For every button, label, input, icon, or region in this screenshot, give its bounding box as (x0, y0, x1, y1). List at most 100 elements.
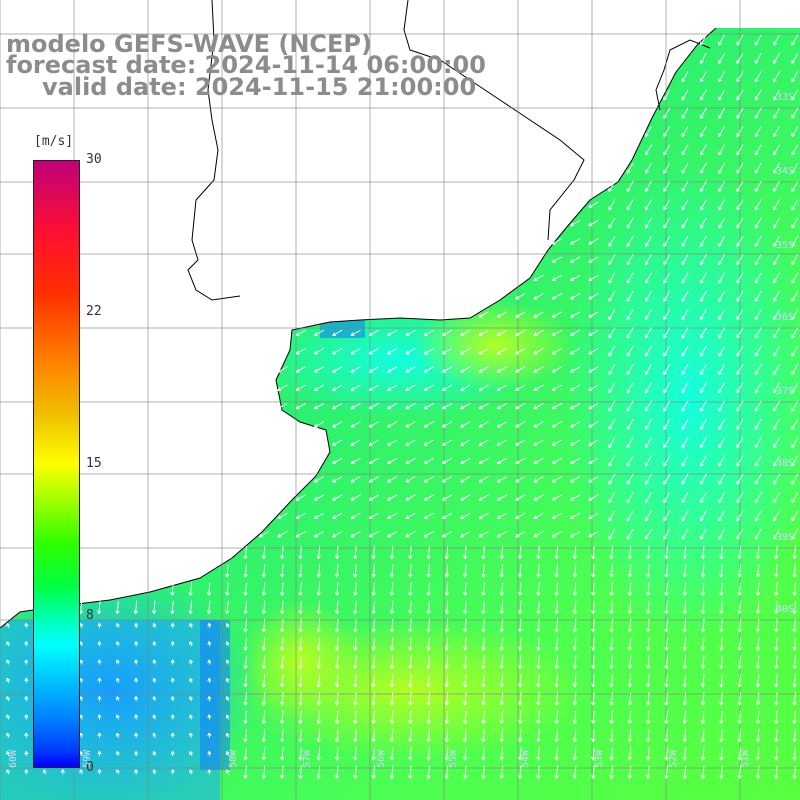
wind-arrow (481, 655, 486, 669)
colorbar (33, 160, 80, 768)
wind-arrow (313, 366, 325, 373)
wind-arrow (663, 437, 671, 449)
wind-arrow (773, 34, 780, 46)
wind-arrow (718, 400, 726, 412)
wind-arrow (243, 692, 248, 706)
wind-arrow (754, 180, 762, 192)
wind-arrow (718, 235, 726, 247)
wind-arrow (699, 400, 707, 412)
latitude-label: 37S (776, 386, 795, 397)
wind-arrow (261, 564, 266, 578)
wind-arrow (334, 692, 340, 706)
wind-arrow (225, 732, 230, 738)
wind-arrow (350, 531, 361, 538)
wind-arrow (754, 400, 762, 412)
wind-arrow (736, 52, 744, 64)
wind-arrow (298, 710, 303, 724)
wind-arrow (773, 71, 780, 83)
wind-arrow (608, 180, 616, 192)
wind-arrow (460, 476, 471, 483)
wind-arrow (405, 384, 416, 391)
wind-arrow (316, 582, 321, 596)
wind-arrow (792, 692, 797, 706)
wind-arrow (609, 710, 614, 724)
wind-arrow (533, 512, 544, 520)
wind-arrow (737, 765, 742, 779)
wind-arrow (626, 437, 634, 449)
wind-arrow (97, 732, 102, 738)
wind-arrow (189, 696, 194, 702)
wind-arrow (718, 199, 726, 211)
wind-arrow (718, 327, 726, 339)
wind-arrow (463, 765, 468, 779)
wind-arrow (313, 531, 325, 538)
wind-arrow (261, 673, 266, 688)
wind-arrow (517, 637, 523, 651)
wind-arrow (463, 637, 468, 651)
wind-arrow (754, 309, 762, 321)
wind-arrow (460, 402, 471, 410)
wind-arrow (515, 494, 526, 501)
wind-arrow (481, 710, 486, 724)
latitude-label: 35S (776, 240, 795, 251)
wind-arrow (442, 457, 453, 465)
wind-arrow (42, 769, 47, 775)
wind-arrow (387, 402, 398, 410)
wind-arrow (699, 254, 707, 266)
wind-arrow (554, 710, 559, 724)
wind-arrow (700, 619, 706, 633)
wind-arrow (533, 439, 544, 446)
wind-arrow (207, 659, 212, 665)
colorbar-tick-label: 30 (86, 152, 102, 167)
wind-arrow (295, 512, 306, 520)
wind-arrow (570, 512, 581, 520)
wind-arrow (699, 107, 707, 119)
wind-arrow (517, 545, 523, 560)
wind-arrow (261, 600, 266, 615)
wind-arrow (663, 473, 671, 485)
wind-arrow (389, 655, 395, 669)
wind-arrow (332, 494, 343, 501)
wind-arrow (791, 528, 799, 540)
wind-arrow (718, 437, 726, 449)
wind-arrow (536, 728, 541, 743)
wind-arrow (646, 673, 651, 688)
wind-arrow (426, 692, 431, 706)
wind-arrow (699, 71, 707, 83)
wind-arrow (754, 345, 762, 357)
wind-arrow (551, 293, 563, 300)
wind-arrow (755, 728, 761, 743)
wind-arrow (646, 564, 651, 578)
wind-arrow (570, 256, 581, 263)
latitude-label: 38S (776, 458, 795, 469)
wind-arrow (353, 582, 358, 596)
wind-arrow (280, 747, 285, 761)
wind-arrow (570, 531, 581, 538)
wind-arrow (718, 52, 726, 64)
wind-arrow (152, 769, 157, 775)
wind-arrow (332, 439, 343, 446)
wind-arrow (792, 582, 797, 596)
wind-arrow (316, 728, 321, 743)
wind-arrow (350, 384, 361, 391)
wind-arrow (588, 329, 599, 337)
wind-arrow (626, 327, 634, 339)
wind-arrow (6, 732, 11, 738)
border-line (655, 39, 711, 111)
wind-arrow (189, 677, 194, 683)
wind-arrow (280, 655, 285, 669)
longitude-label: 56W (376, 749, 387, 768)
wind-arrow (134, 750, 139, 757)
wind-arrow (645, 290, 652, 302)
wind-arrow (718, 363, 726, 375)
wind-arrow (387, 512, 398, 520)
wind-arrow (699, 199, 707, 211)
wind-arrow (664, 564, 669, 578)
wind-arrow (316, 655, 321, 669)
wind-arrow (791, 363, 799, 375)
wind-arrow (389, 673, 395, 688)
wind-arrow (188, 600, 193, 615)
wind-arrow (371, 655, 376, 669)
wind-arrow (115, 659, 120, 665)
wind-arrow (755, 564, 761, 578)
